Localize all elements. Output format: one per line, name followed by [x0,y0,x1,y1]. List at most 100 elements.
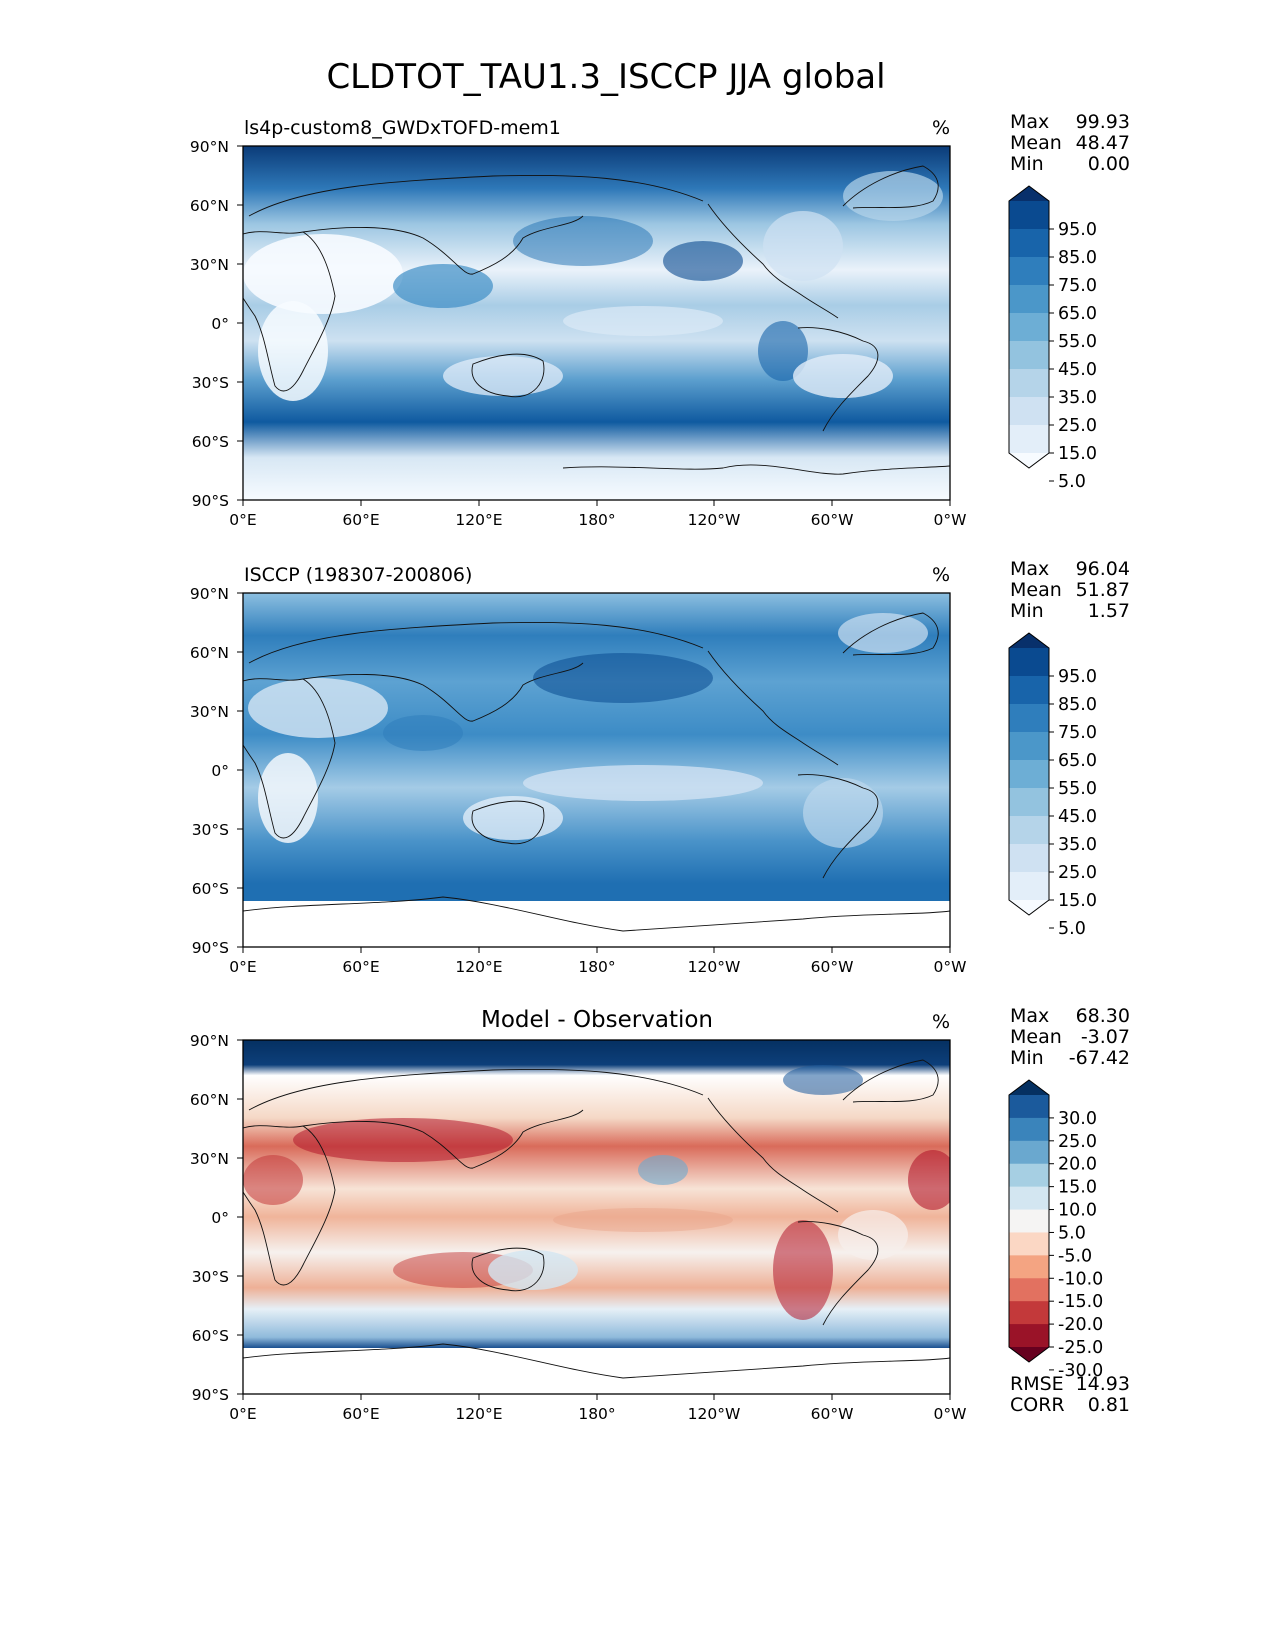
colorbar-segment [1009,257,1049,286]
lat-tick-label: 90°N [190,138,229,156]
lat-tick-label: 0° [211,315,229,333]
colorbar-extend-min [1009,1347,1049,1362]
lat-axis: 90°N 60°N 30°N 0° 30°S 60°S 90°S [190,138,243,510]
colorbar-outline [1008,632,1050,916]
colorbar-tick-label: 5.0 [1058,919,1086,939]
lat-tick-label: 90°S [192,1386,229,1404]
colorbar-tick-label: -25.0 [1058,1338,1103,1358]
coastlines [243,165,950,475]
colorbar-tick-label: 35.0 [1058,835,1097,855]
colorbar-extend-max [1009,633,1049,648]
stat-max-value: 68.30 [1076,1005,1130,1027]
lat-tick-label: 60°S [192,880,229,898]
map-observation: 90°N 60°N 30°N 0° 30°S 60°S 90°S 0°E 60°… [190,585,967,976]
lat-tick-label: 90°N [190,585,229,603]
lon-tick-label: 0°W [934,1405,967,1423]
colorbar-tick-label: 75.0 [1058,723,1097,743]
coastlines [243,1059,950,1379]
colorbar-segment [1009,1186,1049,1211]
colorbar-tick-label: 5.0 [1058,472,1086,492]
colorbar-segment [1009,788,1049,817]
colorbar-tick-label: 55.0 [1058,779,1097,799]
panel-observation: ISCCP (198307-200806) % [190,558,1130,976]
stat-mean-label: Mean [1010,579,1062,601]
colorbar-segment [1009,1095,1049,1119]
colorbar-tick-label: 25.0 [1058,863,1097,883]
colorbar-segment [1009,201,1049,230]
colorbar-tick-label: 55.0 [1058,332,1097,352]
lat-axis: 90°N 60°N 30°N 0° 30°S 60°S 90°S [190,1032,243,1404]
colorbar-segment [1009,369,1049,398]
colorbar-tick-label: 15.0 [1058,1178,1097,1198]
colorbar-tick-label: 65.0 [1058,751,1097,771]
lat-tick-label: 60°N [190,197,229,215]
lat-tick-label: 30°N [190,1150,229,1168]
lat-tick-label: 60°S [192,433,229,451]
lat-tick-label: 30°N [190,703,229,721]
colorbar-segment [1009,1117,1049,1142]
colorbar-tick-label: 85.0 [1058,695,1097,715]
colorbar-tick-label: 85.0 [1058,248,1097,268]
lon-tick-label: 0°W [934,511,967,529]
lon-tick-label: 120°W [688,1405,741,1423]
stats-block: Max 99.93 Mean 48.47 Min 0.00 [1010,111,1130,175]
panel-difference: Model - Observation % [190,1005,1130,1423]
lat-tick-label: 30°S [192,1268,229,1286]
stat-min-label: Min [1010,600,1044,622]
colorbar-tick-label: 65.0 [1058,304,1097,324]
stat-max-value: 99.93 [1076,111,1130,133]
lon-tick-label: 120°E [455,958,502,976]
stat-max-label: Max [1010,111,1049,133]
map-field [243,1040,950,1394]
lon-tick-label: 120°W [688,958,741,976]
colorbar-segment [1009,397,1049,426]
lon-tick-label: 60°W [811,1405,854,1423]
stat-rmse-value: 14.93 [1076,1373,1130,1395]
map-difference: 90°N 60°N 30°N 0° 30°S 60°S 90°S 0°E 60°… [190,1032,967,1423]
colorbar-segment [1009,704,1049,733]
colorbar-tick-label: 10.0 [1058,1201,1097,1221]
colorbar-segment [1009,1301,1049,1325]
stat-min-value: -67.42 [1069,1047,1130,1069]
stat-min-value: 1.57 [1088,600,1130,622]
lon-tick-label: 180° [578,1405,615,1423]
colorbar-tick-label: 5.0 [1058,1223,1086,1243]
lat-tick-label: 90°S [192,492,229,510]
lon-tick-label: 60°W [811,511,854,529]
lat-tick-label: 90°N [190,1032,229,1050]
colorbar-segment [1009,1232,1049,1256]
stat-min-value: 0.00 [1088,153,1130,175]
colorbar-extend-max [1009,1080,1049,1095]
lat-tick-label: 60°N [190,1091,229,1109]
stats-block: Max 96.04 Mean 51.87 Min 1.57 [1010,558,1130,622]
lon-tick-label: 120°W [688,511,741,529]
lat-tick-label: 60°N [190,644,229,662]
colorbar-outline [1008,185,1050,469]
stats-block: Max 68.30 Mean -3.07 Min -67.42 [1010,1005,1130,1069]
colorbar: 95.0 85.0 75.0 65.0 55.0 45.0 35.0 25.0 15.0 5.0 [1008,632,1097,939]
colorbar-extend-min [1009,900,1049,915]
lon-tick-label: 120°E [455,511,502,529]
colorbar-segment [1009,1140,1049,1165]
colorbar-segment [1009,229,1049,258]
colorbar-tick-label: 15.0 [1058,891,1097,911]
colorbar-segment [1009,648,1049,677]
lon-tick-label: 180° [578,958,615,976]
colorbar-outline [1008,1079,1050,1363]
map-model: 90°N 60°N 30°N 0° 30°S 60°S 90°S 0°E 60°… [190,138,967,529]
lon-tick-label: 0°E [229,1405,256,1423]
colorbar-tick-label: 95.0 [1058,667,1097,687]
stat-mean-value: 48.47 [1076,132,1130,154]
stat-mean-label: Mean [1010,1026,1062,1048]
lon-tick-label: 60°E [342,958,379,976]
panel-title-center: Model - Observation [481,1007,713,1033]
lon-tick-label: 60°E [342,511,379,529]
lon-axis: 0°E 60°E 120°E 180° 120°W 60°W 0°W [229,947,966,976]
lon-tick-label: 60°W [811,958,854,976]
panel-units: % [932,117,950,139]
colorbar-tick-label: -20.0 [1058,1315,1103,1335]
lat-tick-label: 0° [211,1209,229,1227]
stat-max-value: 96.04 [1076,558,1130,580]
panel-model: ls4p-custom8_GWDxTOFD-mem1 % [190,111,1130,529]
panel-title-left: ISCCP (198307-200806) [244,564,472,586]
